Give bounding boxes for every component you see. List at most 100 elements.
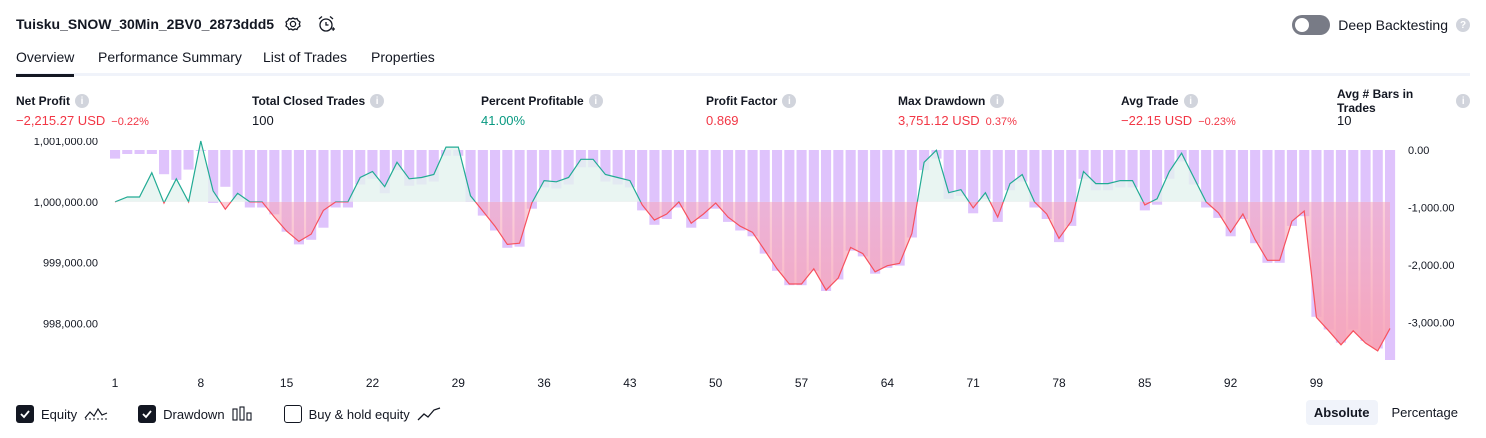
legend-label: Equity — [41, 406, 78, 422]
right-axis-tick: -2,000.00 — [1408, 260, 1454, 272]
drawdown-bars — [110, 150, 1396, 360]
drawdown-bar — [1029, 150, 1040, 208]
info-icon[interactable]: i — [990, 94, 1005, 108]
drawdown-bar — [1103, 150, 1114, 191]
checkbox-buy-hold-equity[interactable] — [283, 405, 302, 423]
x-axis-tick: 78 — [1052, 376, 1066, 390]
drawdown-bar — [710, 150, 721, 209]
summary-metrics: Net Profit i −2,215.27 USD −0.22% Total Cl… — [16, 87, 1470, 132]
left-axis-tick: 1,001,000.00 — [34, 138, 98, 148]
info-icon[interactable]: i — [1456, 94, 1470, 108]
drawdown-bar — [416, 150, 427, 185]
toggle-knob — [1295, 18, 1310, 32]
equity-line — [114, 140, 1391, 352]
drawdown-bar — [1152, 150, 1163, 205]
drawdown-bar — [269, 150, 280, 215]
x-axis-tick: 1 — [111, 376, 119, 390]
x-axis-tick: 99 — [1309, 376, 1324, 390]
drawdown-bar — [367, 150, 378, 179]
metric-avg-bars-in-trades: Avg # Bars in Trades i 10 — [1337, 87, 1470, 128]
drawdown-bar — [134, 150, 145, 154]
gear-icon[interactable] — [283, 14, 303, 34]
drawdown-bar — [992, 150, 1003, 222]
drawdown-bar — [968, 150, 979, 214]
deep-backtesting-label: Deep Backtesting — [1338, 17, 1448, 33]
info-icon[interactable]: i — [75, 94, 89, 108]
alarm-clock-plus-icon[interactable] — [316, 14, 336, 34]
drawdown-bar — [1164, 150, 1175, 179]
equity-drawdown-chart[interactable]: 1,001,000.00 1,000,000.00 999,000.00 998,00… — [0, 138, 1486, 372]
metric-profit-factor: Profit Factor i 0.869 — [706, 92, 797, 128]
info-icon[interactable]: i — [588, 94, 603, 108]
metric-value: 100 — [252, 113, 274, 128]
report-tabs: Overview Performance Summary List of Tra… — [16, 44, 1470, 77]
drawdown-bar — [661, 150, 672, 219]
deep-backtesting-control: Deep Backtesting ? — [1292, 14, 1470, 36]
info-icon[interactable]: i — [370, 94, 385, 108]
drawdown-bar — [906, 150, 917, 238]
metric-total-closed-trades: Total Closed Trades i 100 — [252, 92, 385, 128]
metric-value: −2,215.27 USD — [16, 113, 106, 128]
drawdown-bar — [318, 150, 329, 228]
drawdown-bar — [1139, 150, 1150, 211]
tab-properties[interactable]: Properties — [371, 49, 435, 65]
drawdown-bar — [244, 150, 255, 208]
tab-performance-summary[interactable]: Performance Summary — [98, 49, 242, 65]
drawdown-bar — [612, 150, 623, 185]
tab-overview[interactable]: Overview — [16, 49, 75, 77]
help-icon[interactable]: ? — [1456, 18, 1470, 32]
checkbox-equity[interactable] — [16, 405, 34, 423]
drawdown-bar — [1385, 150, 1396, 360]
drawdown-bar — [1066, 150, 1077, 226]
drawdown-bar — [723, 150, 734, 222]
drawdown-bar — [600, 150, 611, 182]
drawdown-bar — [502, 150, 513, 248]
percentage-button[interactable]: Percentage — [1391, 405, 1459, 420]
x-axis-tick: 92 — [1223, 376, 1238, 390]
drawdown-bar — [673, 150, 684, 208]
legend-drawdown[interactable]: Drawdown — [138, 405, 253, 423]
info-icon[interactable]: i — [782, 94, 797, 108]
checkbox-drawdown[interactable] — [138, 405, 157, 423]
drawdown-bar — [220, 150, 231, 187]
drawdown-bar — [735, 150, 746, 231]
metric-label: Net Profit — [16, 94, 70, 108]
drawdown-bar — [379, 150, 390, 194]
x-axis-tick: 71 — [966, 376, 980, 390]
metric-percent-profitable: Percent Profitable i 41.00% — [481, 92, 603, 128]
x-axis-tick: 36 — [537, 376, 551, 390]
drawdown-bar — [1286, 150, 1297, 226]
drawdown-bar — [649, 150, 660, 225]
drawdown-bar — [980, 150, 991, 199]
x-axis-tick: 22 — [365, 376, 380, 390]
metric-value: 10 — [1337, 113, 1352, 128]
drawdown-bar — [1201, 150, 1212, 208]
drawdown-bar — [1041, 150, 1052, 219]
drawdown-bar — [686, 150, 697, 228]
drawdown-bar — [159, 150, 170, 175]
legend-buy-hold-equity[interactable]: Buy & hold equity — [283, 405, 441, 423]
drawdown-bar — [232, 150, 243, 200]
x-axis-tick: 43 — [623, 376, 637, 390]
absolute-button[interactable]: Absolute — [1305, 400, 1378, 425]
right-axis-tick: -3,000.00 — [1408, 318, 1454, 330]
tab-list-of-trades[interactable]: List of Trades — [263, 49, 348, 65]
metric-max-drawdown: Max Drawdown i 3,751.12 USD 0.37% — [898, 92, 1017, 128]
drawdown-bar — [428, 150, 439, 182]
equity-line-positive — [114, 140, 1207, 202]
drawdown-bar — [1127, 150, 1138, 188]
left-axis-tick: 998,000.00 — [43, 319, 98, 331]
drawdown-bar — [490, 150, 501, 231]
drawdown-bar — [110, 150, 121, 159]
drawdown-bar — [477, 150, 488, 216]
deep-backtesting-toggle[interactable] — [1292, 15, 1331, 35]
left-axis-tick: 1,000,000.00 — [34, 197, 98, 209]
right-axis-tick: 0.00 — [1408, 145, 1429, 157]
metric-label: Avg # Bars in Trades — [1337, 87, 1414, 115]
metric-label: Percent Profitable — [481, 94, 584, 108]
legend-equity[interactable]: Equity — [16, 405, 108, 423]
info-icon[interactable]: i — [1183, 94, 1198, 108]
drawdown-bar — [391, 150, 402, 171]
x-axis-tick: 50 — [709, 376, 723, 390]
metric-label: Total Closed Trades — [252, 94, 366, 108]
